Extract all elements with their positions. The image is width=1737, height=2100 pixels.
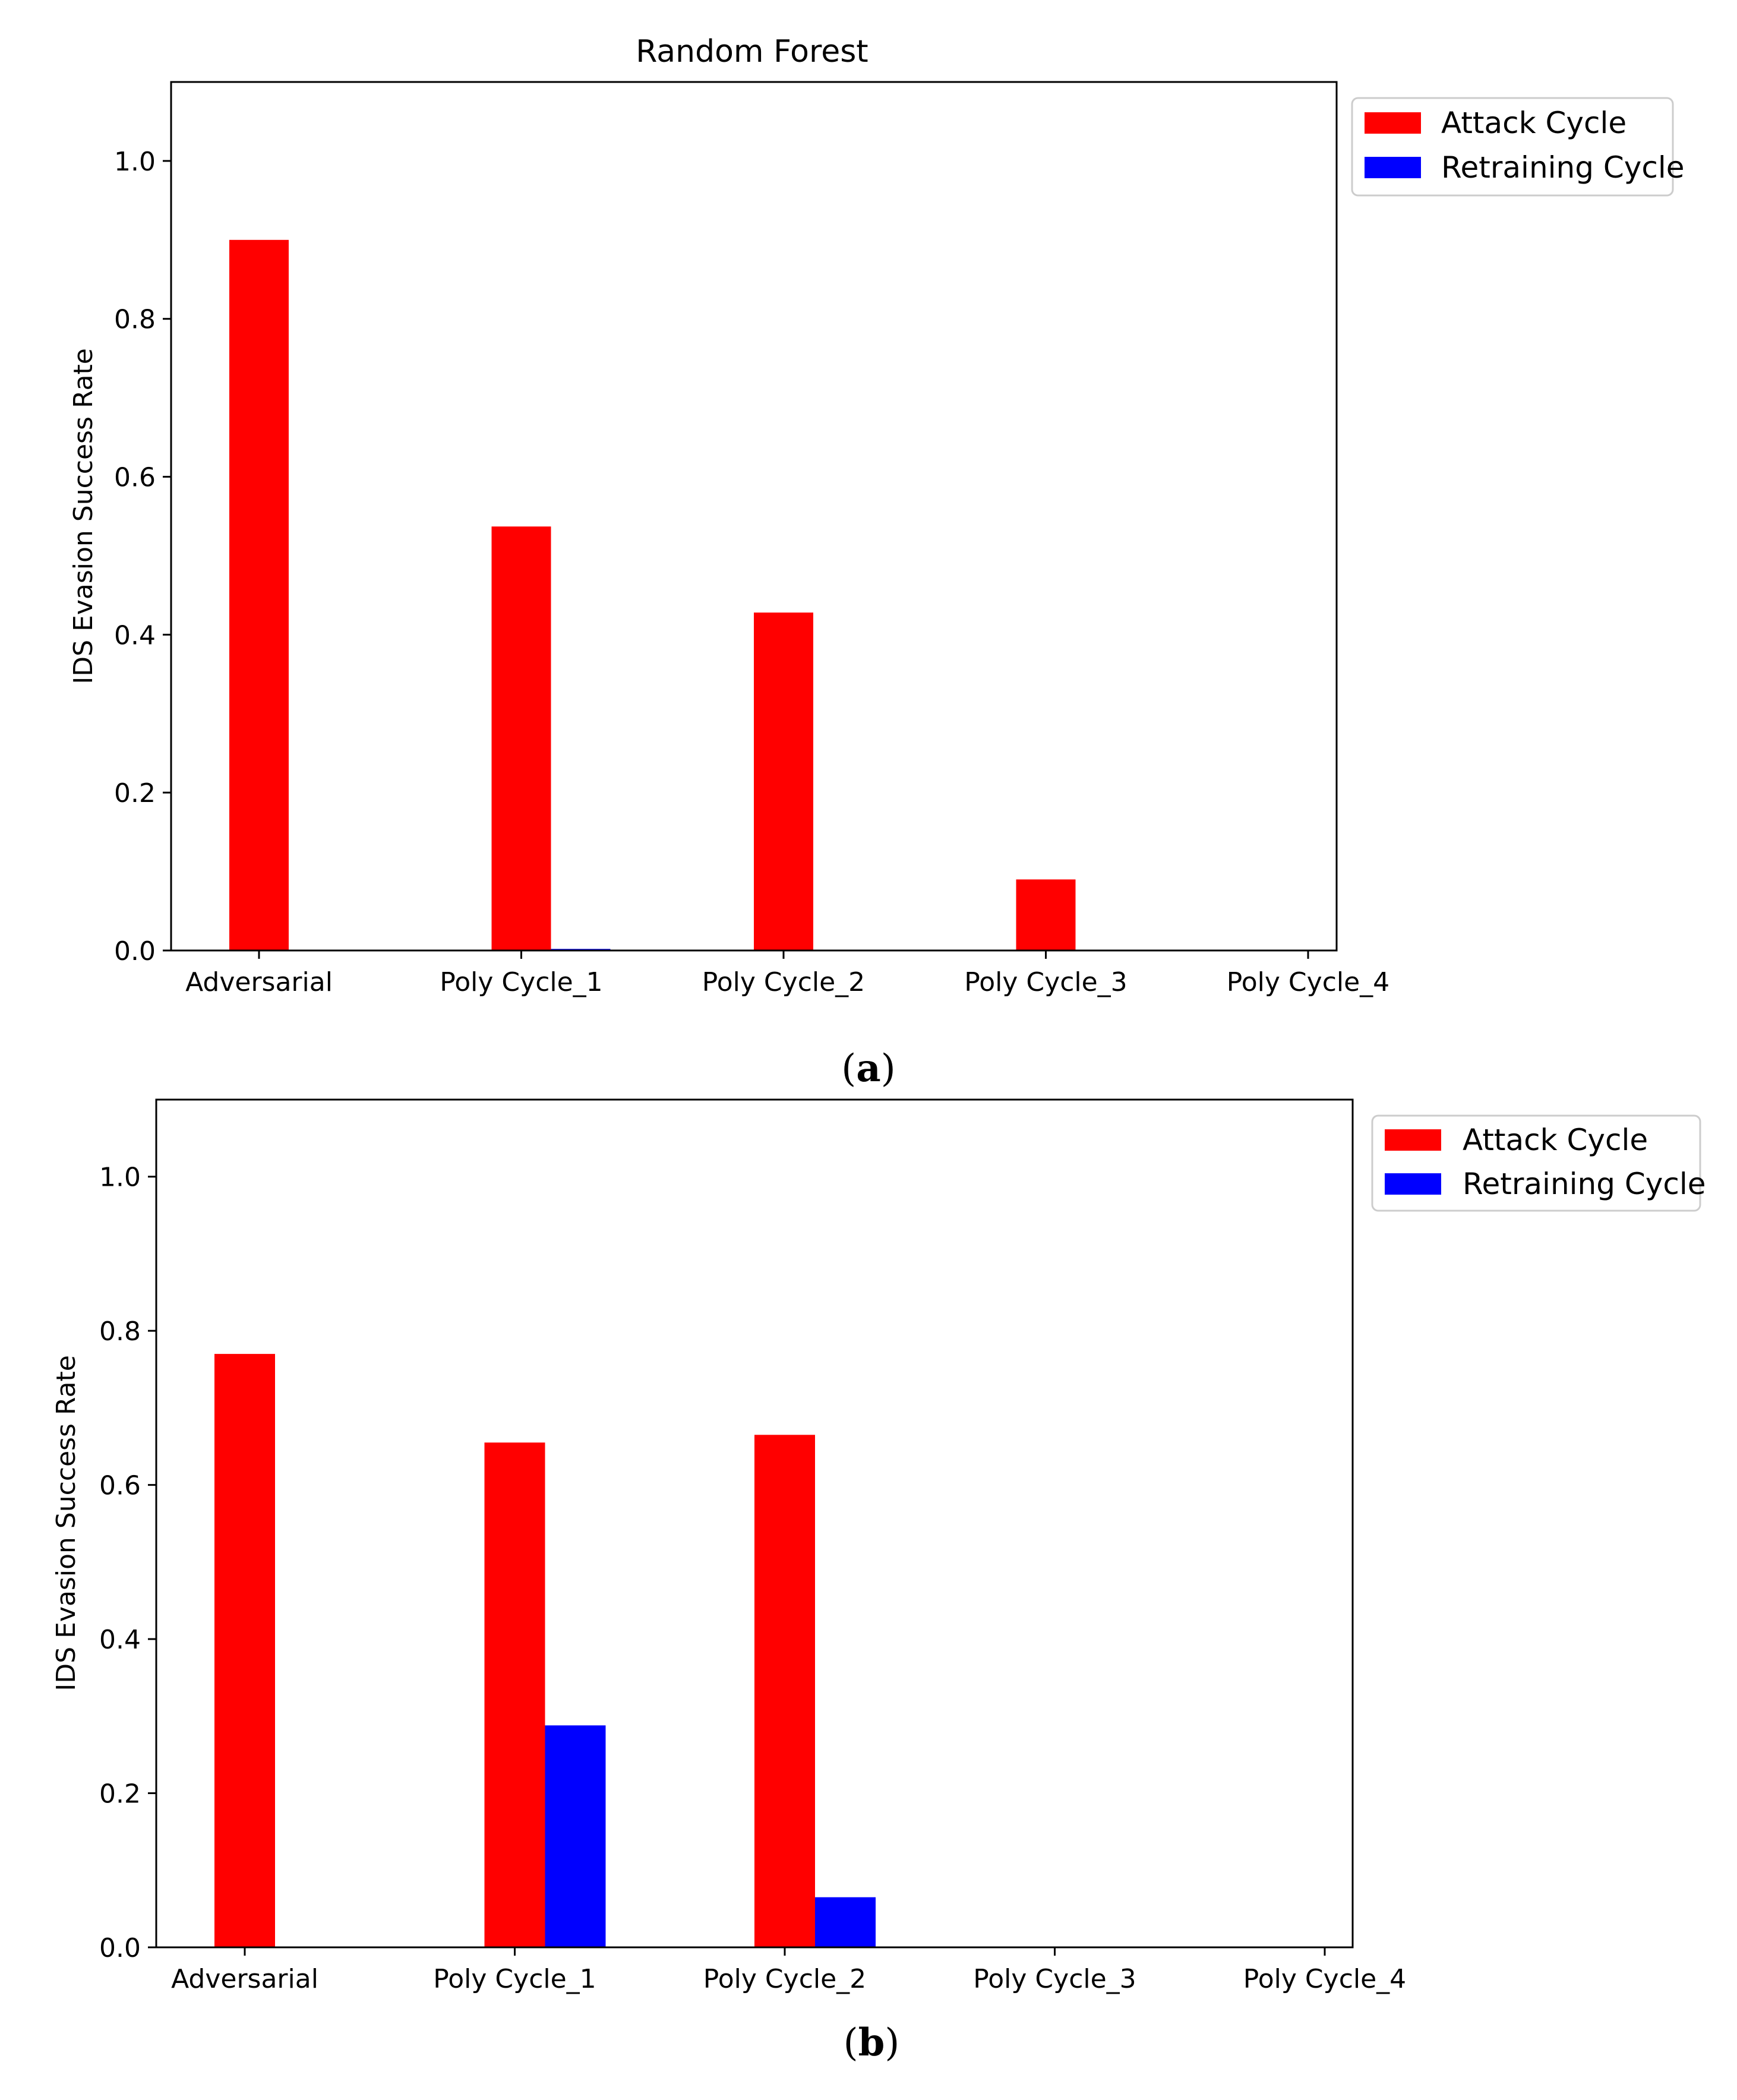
bar-attack-cycle-poly-cycle-2 bbox=[754, 1435, 815, 1947]
bars-layer bbox=[229, 239, 1076, 951]
y-tick-label: 0.4 bbox=[99, 1625, 141, 1655]
x-tick-label: Poly Cycle_1 bbox=[433, 1964, 596, 1994]
legend-label-retraining-cycle: Retraining Cycle bbox=[1463, 1167, 1706, 1201]
x-tick-label: Adversarial bbox=[171, 1964, 318, 1994]
y-axis-label: IDS Evasion Success Rate bbox=[68, 348, 99, 684]
y-tick-label: 0.4 bbox=[114, 620, 156, 650]
x-axis-ticks: Adversarial Poly Cycle_1 Poly Cycle_2 Poly … bbox=[171, 1947, 1406, 1994]
y-tick-label: 0.8 bbox=[99, 1316, 141, 1347]
x-tick-label: Poly Cycle_2 bbox=[703, 1964, 866, 1994]
y-tick-label: 0.2 bbox=[114, 778, 156, 809]
bar-attack-cycle-poly-cycle-1 bbox=[484, 1442, 545, 1947]
bar-attack-cycle-adversarial bbox=[214, 1354, 275, 1947]
y-tick-label: 0.6 bbox=[99, 1471, 141, 1501]
x-tick-label: Adversarial bbox=[185, 967, 333, 997]
plot-frame bbox=[155, 1098, 1354, 1949]
x-tick-label: Poly Cycle_1 bbox=[440, 967, 602, 997]
y-tick-label: 0.0 bbox=[99, 1933, 141, 1963]
bar-retraining-cycle-poly-cycle-1 bbox=[545, 1725, 606, 1947]
chart-panel-b: 0.0 0.2 0.4 0.6 0.8 1.0 Adversarial Poly Cycle… bbox=[51, 1098, 1706, 2065]
bar-retraining-cycle-poly-cycle-2 bbox=[815, 1897, 876, 1947]
caption-b: (b) bbox=[844, 2020, 900, 2065]
legend: Attack Cycle Retraining Cycle bbox=[1351, 97, 1685, 197]
chart-panel-a: Random Forest 0.0 0.2 0.4 0.6 0.8 1.0 Adversa… bbox=[68, 34, 1685, 1091]
x-tick-label: Poly Cycle_3 bbox=[973, 1964, 1136, 1994]
caption-a: (a) bbox=[841, 1046, 895, 1091]
y-tick-label: 0.6 bbox=[114, 463, 156, 493]
legend-swatch-retraining-cycle bbox=[1365, 157, 1421, 178]
y-tick-label: 0.8 bbox=[114, 305, 156, 335]
legend: Attack Cycle Retraining Cycle bbox=[1371, 1114, 1706, 1212]
legend-box bbox=[1371, 1114, 1701, 1212]
legend-label-attack-cycle: Attack Cycle bbox=[1463, 1123, 1648, 1157]
legend-swatch-attack-cycle bbox=[1385, 1129, 1441, 1151]
y-tick-label: 1.0 bbox=[99, 1163, 141, 1193]
chart-title: Random Forest bbox=[636, 34, 868, 70]
legend-box bbox=[1351, 97, 1674, 197]
y-axis-label: IDS Evasion Success Rate bbox=[51, 1355, 81, 1691]
legend-swatch-retraining-cycle bbox=[1385, 1173, 1441, 1195]
x-tick-label: Poly Cycle_3 bbox=[964, 967, 1127, 997]
plot-frame bbox=[170, 81, 1338, 952]
legend-swatch-attack-cycle bbox=[1365, 112, 1421, 134]
bar-attack-cycle-poly-cycle-2 bbox=[754, 612, 813, 950]
y-axis-ticks: 0.0 0.2 0.4 0.6 0.8 1.0 bbox=[99, 1163, 156, 1963]
bar-attack-cycle-adversarial bbox=[229, 239, 289, 951]
x-tick-label: Poly Cycle_2 bbox=[702, 967, 865, 997]
legend-label-retraining-cycle: Retraining Cycle bbox=[1441, 150, 1685, 185]
y-tick-label: 1.0 bbox=[114, 147, 156, 177]
bars-layer bbox=[214, 1354, 876, 1947]
bar-attack-cycle-poly-cycle-3 bbox=[1016, 879, 1076, 950]
x-axis-ticks: Adversarial Poly Cycle_1 Poly Cycle_2 Poly … bbox=[185, 950, 1389, 997]
y-axis-ticks: 0.0 0.2 0.4 0.6 0.8 1.0 bbox=[114, 147, 171, 967]
bar-attack-cycle-poly-cycle-1 bbox=[491, 526, 551, 950]
x-tick-label: Poly Cycle_4 bbox=[1243, 1964, 1406, 1994]
y-tick-label: 0.2 bbox=[99, 1779, 141, 1810]
legend-label-attack-cycle: Attack Cycle bbox=[1441, 106, 1627, 140]
x-tick-label: Poly Cycle_4 bbox=[1227, 967, 1389, 997]
y-tick-label: 0.0 bbox=[114, 936, 156, 967]
